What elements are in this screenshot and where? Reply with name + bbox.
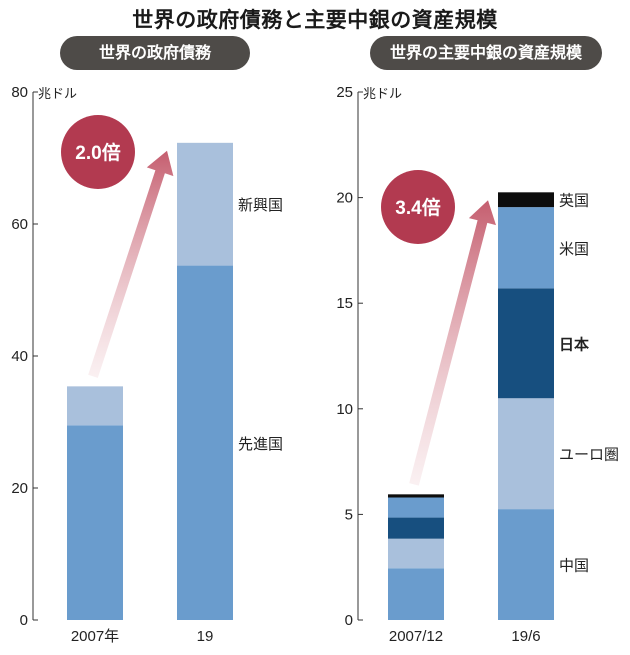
panel-title-central-bank-assets: 世界の主要中銀の資産規模 bbox=[370, 36, 602, 70]
y-unit-label: 兆ドル bbox=[363, 87, 402, 102]
y-tick-label: 60 bbox=[11, 216, 28, 233]
main-title: 世界の政府債務と主要中銀の資産規模 bbox=[132, 8, 498, 32]
y-tick-label: 20 bbox=[11, 480, 28, 497]
bar-segment bbox=[177, 142, 233, 266]
x-category-label: 19/6 bbox=[511, 628, 540, 645]
y-tick-label: 5 bbox=[345, 506, 353, 523]
y-tick-label: 25 bbox=[336, 84, 353, 101]
bar-segment bbox=[498, 398, 554, 510]
bar-segment bbox=[498, 192, 554, 208]
growth-arrow bbox=[88, 150, 174, 378]
growth-badge bbox=[61, 115, 135, 189]
growth-badge-label: 3.4倍 bbox=[395, 196, 440, 219]
bar-segment bbox=[388, 568, 444, 620]
y-tick-label: 80 bbox=[11, 84, 28, 101]
growth-badge-label: 2.0倍 bbox=[75, 141, 120, 164]
series-label: 日本 bbox=[559, 335, 589, 353]
x-category-label: 2007年 bbox=[71, 628, 119, 645]
bar-segment bbox=[67, 425, 123, 620]
series-label: 中国 bbox=[559, 557, 589, 575]
bar-segment bbox=[498, 288, 554, 399]
bar-segment bbox=[498, 207, 554, 289]
bar-segment bbox=[498, 509, 554, 620]
x-category-label: 19 bbox=[197, 628, 214, 645]
y-unit-label: 兆ドル bbox=[38, 87, 77, 102]
series-label: 米国 bbox=[559, 240, 589, 258]
series-label: 先進国 bbox=[238, 435, 283, 453]
bar-segment bbox=[388, 494, 444, 498]
bar-segment bbox=[67, 386, 123, 426]
y-tick-label: 40 bbox=[11, 348, 28, 365]
growth-arrow bbox=[409, 200, 496, 486]
growth-badge bbox=[381, 170, 455, 244]
series-label: 英国 bbox=[559, 192, 589, 210]
y-tick-label: 0 bbox=[20, 612, 28, 629]
y-tick-label: 0 bbox=[345, 612, 353, 629]
bar-segment bbox=[388, 497, 444, 518]
y-tick-label: 20 bbox=[336, 190, 353, 207]
series-label: ユーロ圏 bbox=[559, 446, 619, 464]
bar-segment bbox=[388, 538, 444, 569]
y-tick-label: 10 bbox=[336, 401, 353, 418]
x-category-label: 2007/12 bbox=[389, 628, 443, 645]
bar-segment bbox=[388, 517, 444, 539]
series-label: 新興国 bbox=[238, 196, 283, 214]
bar-segment bbox=[177, 265, 233, 620]
panel-title-government-debt: 世界の政府債務 bbox=[60, 36, 250, 70]
y-tick-label: 15 bbox=[336, 295, 353, 312]
